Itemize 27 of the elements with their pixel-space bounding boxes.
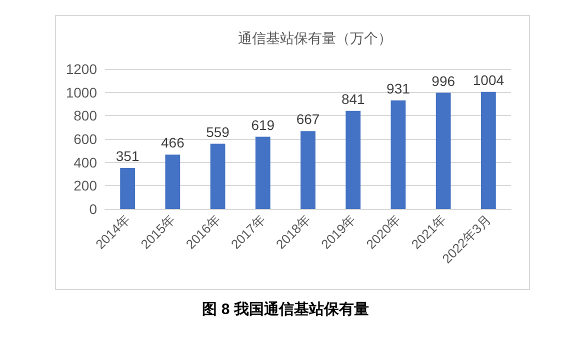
data-label: 619 <box>251 116 275 133</box>
data-label: 667 <box>296 111 320 128</box>
bar <box>436 92 451 209</box>
y-tick-label: 1000 <box>66 84 98 100</box>
bar <box>120 168 135 209</box>
caption: 图 8 我国通信基站保有量 <box>202 301 369 318</box>
y-tick-label: 0 <box>89 201 98 217</box>
data-label: 1004 <box>472 72 504 88</box>
y-tick-label: 1200 <box>66 61 98 77</box>
data-label: 466 <box>160 134 185 151</box>
y-tick-label: 800 <box>74 108 98 124</box>
bar <box>300 131 316 209</box>
bar <box>165 154 180 209</box>
y-tick-label: 600 <box>74 131 98 147</box>
bar <box>346 110 361 209</box>
bar <box>481 92 496 209</box>
y-tick-label: 400 <box>74 154 98 170</box>
data-label: 841 <box>341 90 366 107</box>
bar <box>255 136 270 209</box>
bar <box>210 144 226 209</box>
data-label: 931 <box>386 80 410 96</box>
chart-title: 通信基站保有量（万个） <box>238 30 392 46</box>
data-label: 996 <box>432 72 456 89</box>
y-tick-label: 200 <box>74 178 98 194</box>
data-label: 351 <box>116 148 140 164</box>
bar <box>390 100 406 209</box>
data-label: 559 <box>206 124 230 140</box>
